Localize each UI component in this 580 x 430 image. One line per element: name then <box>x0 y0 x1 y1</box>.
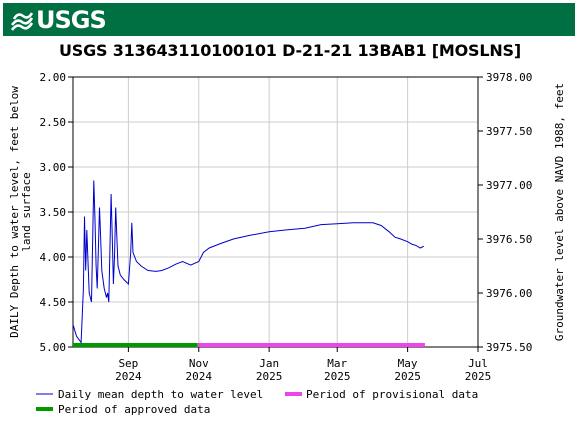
x-tick-label-year: 2025 <box>256 370 283 383</box>
period-bar <box>73 343 198 347</box>
x-tick-label-month: Mar <box>327 357 347 370</box>
legend-swatch-approved <box>36 407 53 411</box>
y-right-tick-label: 3975.50 <box>486 341 532 354</box>
y-right-tick-label: 3977.00 <box>486 179 532 192</box>
y-right-tick-label: 3977.50 <box>486 125 532 138</box>
y-left-tick-label: 5.00 <box>40 341 67 354</box>
y-left-tick-label: 3.50 <box>40 206 67 219</box>
x-tick-label-month: May <box>398 357 418 370</box>
x-tick-label-year: 2024 <box>186 370 213 383</box>
x-tick-label-month: Nov <box>189 357 209 370</box>
usgs-logo-text: USGS <box>36 5 107 34</box>
series-line <box>72 180 425 344</box>
x-tick-label-year: 2024 <box>115 370 142 383</box>
chart-title: USGS 313643110100101 D-21-21 13BAB1 [MOS… <box>59 41 521 60</box>
x-tick-label-month: Jan <box>259 357 279 370</box>
x-tick-label-month: Sep <box>118 357 138 370</box>
usgs-banner: USGS <box>3 3 575 36</box>
y-right-tick-label: 3978.00 <box>486 71 532 84</box>
x-tick-label-year: 2025 <box>324 370 351 383</box>
legend-label-provisional: Period of provisional data <box>306 388 478 401</box>
y-left-tick-label: 3.00 <box>40 161 67 174</box>
y-left-axis-title: DAILY Depth to water level, feet below <box>8 86 21 338</box>
x-tick-label-year: 2025 <box>465 370 492 383</box>
y-right-axis-title: Groundwater level above NAVD 1988, feet <box>553 83 566 341</box>
x-tick-label-month: Jul <box>468 357 488 370</box>
legend-label-daily-mean: Daily mean depth to water level <box>58 388 263 401</box>
y-left-axis-title-line2: land surface <box>20 172 33 251</box>
y-right-tick-label: 3976.00 <box>486 287 532 300</box>
y-left-tick-label: 2.50 <box>40 116 67 129</box>
legend-label-approved: Period of approved data <box>58 403 210 416</box>
usgs-logo-icon <box>11 11 33 31</box>
legend-swatch-provisional <box>285 392 302 396</box>
y-left-tick-label: 2.00 <box>40 71 67 84</box>
x-tick-label-year: 2025 <box>394 370 421 383</box>
y-right-tick-label: 3976.50 <box>486 233 532 246</box>
y-left-tick-label: 4.00 <box>40 251 67 264</box>
period-bar <box>197 343 425 347</box>
usgs-logo: USGS <box>11 5 107 34</box>
y-left-tick-label: 4.50 <box>40 296 67 309</box>
